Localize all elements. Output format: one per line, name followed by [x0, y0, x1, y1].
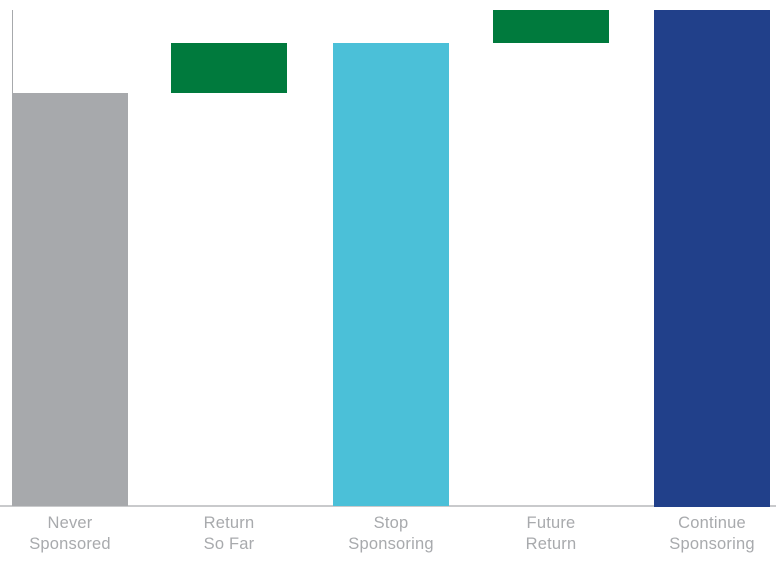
- x-axis-label-return-so-far: Return So Far: [203, 514, 255, 553]
- x-axis-label-future-return: Future Return: [525, 514, 577, 553]
- bar-never-sponsored: [12, 92, 128, 507]
- bar-future-return: [493, 10, 609, 44]
- x-axis-label-never-sponsored: Never Sponsored: [29, 514, 111, 553]
- bar-continue-sponsoring: [654, 10, 770, 507]
- bar-return-so-far: [171, 43, 287, 93]
- x-axis-label-continue-sponsoring: Continue Sponsoring: [669, 514, 755, 553]
- bar-stop-sponsoring: [333, 43, 449, 507]
- x-axis-label-stop-sponsoring: Stop Sponsoring: [348, 514, 434, 553]
